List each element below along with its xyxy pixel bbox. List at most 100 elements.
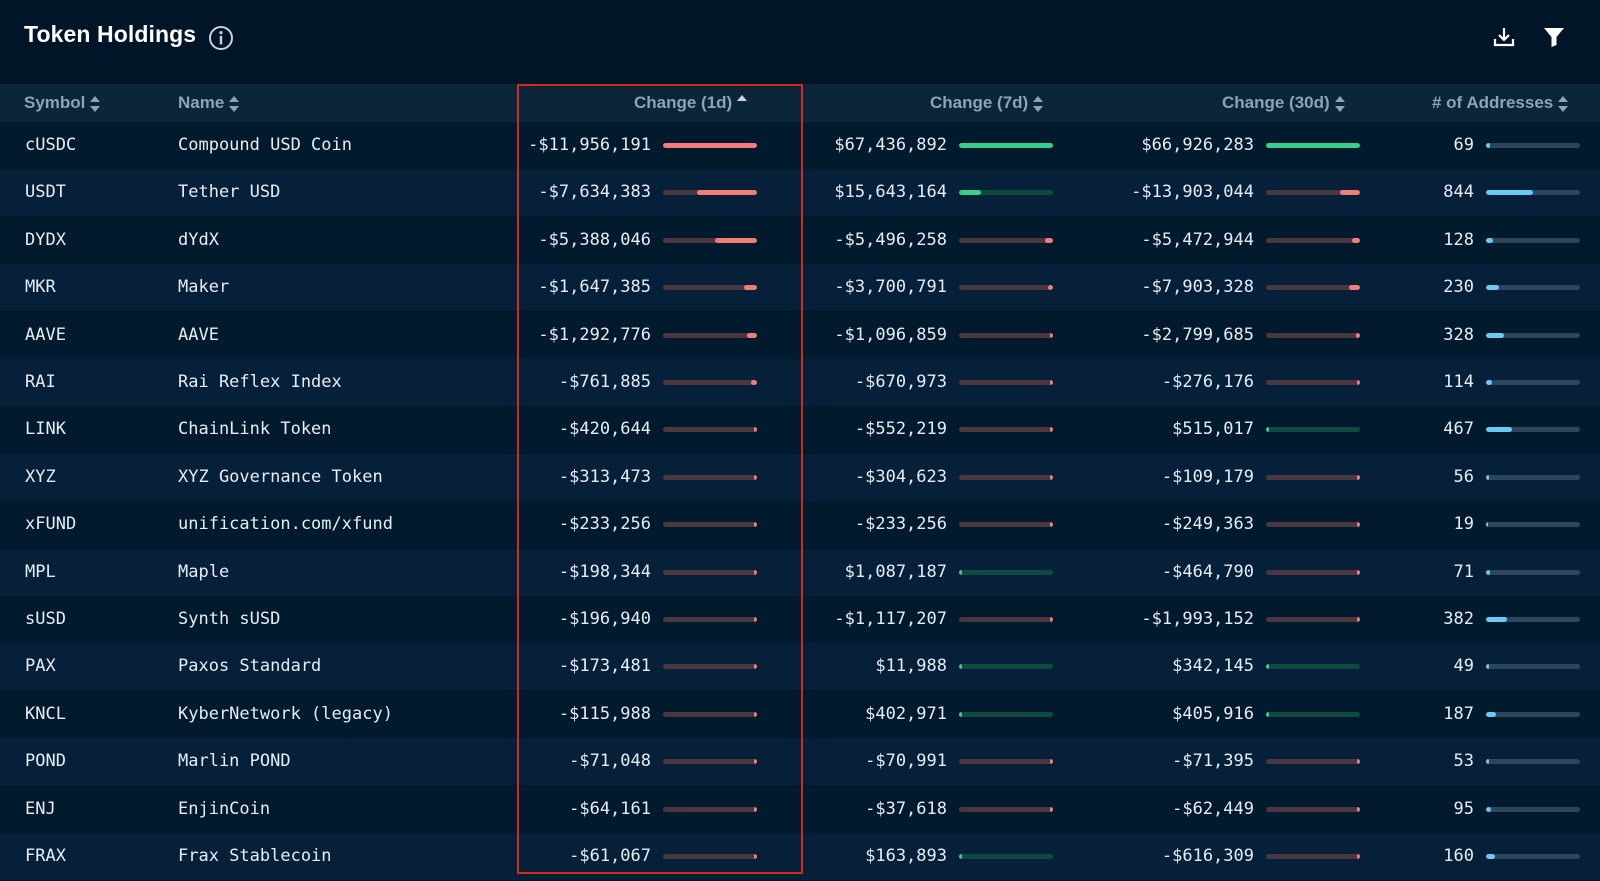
change-bar-fill — [959, 569, 963, 575]
cell-symbol: PAX — [25, 656, 56, 677]
change-bar — [1266, 522, 1360, 528]
change-bar-fill — [1356, 617, 1360, 622]
column-header-change-30d[interactable]: Change (30d) — [1222, 84, 1346, 122]
change-bar-fill — [1049, 522, 1053, 528]
change-bar — [959, 285, 1053, 291]
column-label-symbol: Symbol — [24, 93, 86, 112]
change-bar — [663, 759, 757, 765]
change-bar-fill — [959, 190, 981, 196]
cell-name: Paxos Standard — [178, 656, 322, 677]
cell-name: KyberNetwork (legacy) — [178, 703, 393, 724]
change-bar-fill — [1045, 237, 1053, 243]
cell-name: Rai Reflex Index — [178, 372, 342, 392]
table-row[interactable]: POND Marlin POND -$71,048 -$70,991 -$71,395 5… — [0, 738, 1600, 786]
table-row[interactable]: sUSD Synth sUSD -$196,940 -$1,117,207 -$1,99… — [0, 596, 1600, 643]
cell-addresses: 19 — [1453, 514, 1474, 535]
change-bar-fill — [959, 143, 1053, 148]
table-row[interactable]: xFUND unification.com/xfund -$233,256 -$233… — [0, 501, 1600, 549]
info-icon[interactable] — [208, 25, 234, 51]
change-bar-fill — [1266, 427, 1270, 433]
cell-change-1d: -$64,161 — [569, 798, 651, 819]
change-bar-fill — [1266, 143, 1360, 148]
cell-change-7d: $11,988 — [875, 656, 947, 677]
change-bar — [663, 854, 757, 859]
addresses-bar — [1486, 332, 1580, 338]
change-bar-fill — [1340, 190, 1360, 196]
cell-symbol: RAI — [25, 372, 56, 392]
change-bar — [959, 237, 1053, 243]
table-row[interactable]: RAI Rai Reflex Index -$761,885 -$670,973 -$2… — [0, 359, 1600, 406]
sort-icon[interactable] — [1032, 93, 1044, 115]
cell-change-30d: $405,916 — [1172, 703, 1254, 724]
column-label-change-30d: Change (30d) — [1222, 93, 1330, 112]
change-bar-fill — [753, 427, 757, 433]
addresses-bar-fill — [1486, 332, 1505, 338]
change-bar-fill — [753, 806, 757, 812]
table-row[interactable]: MKR Maker -$1,647,385 -$3,700,791 -$7,903,32… — [0, 264, 1600, 312]
change-bar — [663, 569, 757, 575]
change-bar — [959, 380, 1053, 385]
change-bar — [1266, 854, 1360, 859]
column-header-symbol[interactable]: Symbol — [24, 84, 101, 122]
table-row[interactable]: cUSDC Compound USD Coin -$11,956,191 $67,43… — [0, 122, 1600, 169]
column-header-change-1d[interactable]: Change (1d) — [634, 84, 748, 122]
change-bar-fill — [1356, 854, 1360, 859]
cell-symbol: xFUND — [25, 514, 77, 535]
cell-addresses: 187 — [1443, 703, 1474, 724]
change-bar — [663, 237, 757, 243]
table-row[interactable]: MPL Maple -$198,344 $1,087,187 -$464,790 71 — [0, 548, 1600, 596]
change-bar-fill — [1049, 617, 1053, 622]
column-label-addresses: # of Addresses — [1432, 93, 1554, 112]
cell-change-30d: -$62,449 — [1172, 798, 1254, 819]
column-label-change-7d: Change (7d) — [930, 93, 1029, 112]
sort-icon[interactable] — [89, 93, 101, 115]
cell-change-7d: $1,087,187 — [844, 561, 947, 582]
change-bar — [1266, 332, 1360, 338]
addresses-bar-fill — [1486, 285, 1499, 291]
change-bar — [1266, 569, 1360, 575]
change-bar — [663, 711, 757, 717]
change-bar — [663, 617, 757, 622]
change-bar — [959, 190, 1053, 196]
filter-icon[interactable] — [1541, 24, 1567, 50]
table-row[interactable]: AAVE AAVE -$1,292,776 -$1,096,859 -$2,799,68… — [0, 311, 1600, 359]
column-header-change-7d[interactable]: Change (7d) — [930, 84, 1044, 122]
table-row[interactable]: LINK ChainLink Token -$420,644 -$552,219 $51… — [0, 406, 1600, 454]
cell-change-30d: -$464,790 — [1161, 561, 1254, 582]
addresses-bar-fill — [1486, 380, 1493, 385]
cell-name: EnjinCoin — [178, 798, 271, 819]
addresses-bar-fill — [1486, 664, 1489, 670]
cell-name: Compound USD Coin — [178, 135, 352, 155]
change-bar — [663, 285, 757, 291]
column-header-addresses[interactable]: # of Addresses — [1432, 84, 1569, 122]
sort-ascending-icon[interactable] — [736, 93, 748, 115]
addresses-bar — [1486, 143, 1580, 148]
addresses-bar-fill — [1486, 854, 1495, 859]
table-row[interactable]: XYZ XYZ Governance Token -$313,473 -$304,62… — [0, 453, 1600, 501]
cell-change-1d: -$761,885 — [558, 372, 651, 392]
change-bar-fill — [1049, 427, 1053, 433]
table-row[interactable]: KNCL KyberNetwork (legacy) -$115,988 $402,9… — [0, 690, 1600, 738]
table-row[interactable]: USDT Tether USD -$7,634,383 $15,643,164 -$13… — [0, 169, 1600, 217]
cell-change-7d: -$70,991 — [865, 751, 947, 772]
addresses-bar — [1486, 190, 1580, 196]
download-icon[interactable] — [1491, 24, 1517, 50]
column-header-name[interactable]: Name — [178, 84, 240, 122]
sort-icon[interactable] — [1334, 93, 1346, 115]
table-row[interactable]: ENJ EnjinCoin -$64,161 -$37,618 -$62,449 95 — [0, 785, 1600, 833]
cell-change-30d: -$249,363 — [1161, 514, 1254, 535]
change-bar — [663, 190, 757, 196]
change-bar-fill — [1356, 569, 1360, 575]
sort-icon[interactable] — [228, 93, 240, 115]
sort-icon[interactable] — [1557, 93, 1569, 115]
change-bar-fill — [1348, 285, 1360, 291]
table-row[interactable]: FRAX Frax Stablecoin -$61,067 $163,893 -$616… — [0, 833, 1600, 880]
addresses-bar-fill — [1486, 474, 1490, 480]
table-row[interactable]: DYDX dYdX -$5,388,046 -$5,496,258 -$5,472,94… — [0, 216, 1600, 264]
cell-change-1d: -$11,956,191 — [528, 135, 651, 155]
change-bar — [959, 522, 1053, 528]
table-row[interactable]: PAX Paxos Standard -$173,481 $11,988 $342,14… — [0, 643, 1600, 691]
change-bar — [959, 332, 1053, 338]
cell-symbol: XYZ — [25, 466, 56, 487]
cell-symbol: FRAX — [25, 846, 66, 866]
